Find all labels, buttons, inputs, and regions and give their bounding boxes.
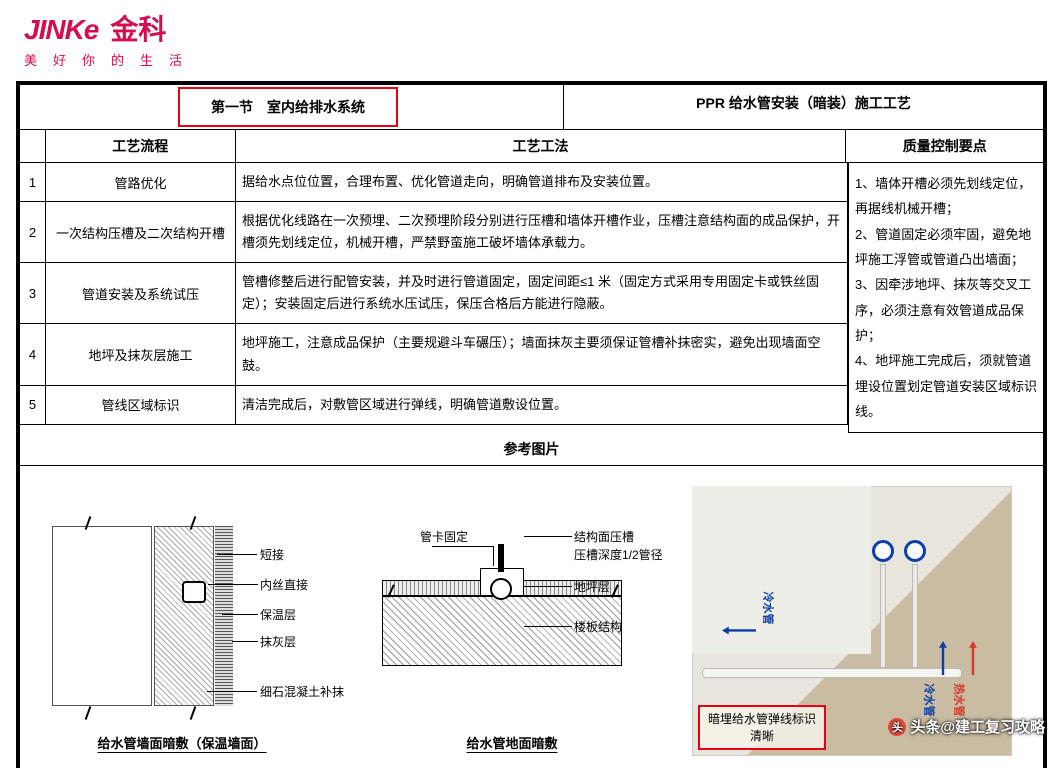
steps-column: 1 管路优化 据给水点位位置，合理布置、优化管道走向，明确管道排布及安装位置。 … (20, 163, 848, 433)
leader-line (524, 536, 572, 537)
arrow-up-icon (969, 641, 977, 675)
table-row: 1 管路优化 据给水点位位置，合理布置、优化管道走向，明确管道排布及安装位置。 (20, 163, 848, 202)
break-line-icon (85, 707, 92, 721)
brand-tagline: 美好你的生活 (24, 50, 1039, 69)
step-name: 地坪及抹灰层施工 (46, 324, 236, 384)
content-frame: 第一节 室内给排水系统 PPR 给水管安装（暗装）施工工艺 工艺流程 工艺工法 … (16, 81, 1047, 768)
d2-label: 管卡固定 (420, 528, 468, 545)
leader-line (208, 584, 258, 585)
table-row: 2 一次结构压槽及二次结构开槽 根据优化线路在一次预埋、二次预埋阶段分别进行压槽… (20, 202, 848, 263)
photo-pipe-shape (702, 668, 962, 678)
d2-label: 地坪层 (574, 578, 610, 595)
table-header-row: 工艺流程 工艺工法 质量控制要点 (20, 130, 1043, 163)
leader-line (217, 554, 257, 555)
logo-row: JINKe 金科 (24, 8, 1039, 48)
reference-title: 参考图片 (20, 433, 1043, 466)
step-num: 4 (20, 324, 46, 384)
title-gap-left (20, 85, 178, 129)
arrow-up-icon (939, 641, 947, 675)
watermark-text: 头条@建工复习攻略 (910, 716, 1045, 737)
title-row: 第一节 室内给排水系统 PPR 给水管安装（暗装）施工工艺 (20, 85, 1043, 130)
step-num: 3 (20, 263, 46, 323)
table-row: 5 管线区域标识 清洁完成后，对敷管区域进行弹线，明确管道敷设位置。 (20, 386, 848, 425)
step-name: 管线区域标识 (46, 386, 236, 424)
table-body: 1 管路优化 据给水点位位置，合理布置、优化管道走向，明确管道排布及安装位置。 … (20, 163, 1043, 433)
step-method: 根据优化线路在一次预埋、二次预埋阶段分别进行压槽和墙体开槽作业，压槽注意结构面的… (236, 202, 848, 262)
leader-line (524, 626, 572, 627)
break-line-icon (190, 707, 197, 721)
header-num (20, 130, 46, 162)
step-num: 1 (20, 163, 46, 201)
topic-title: PPR 给水管安装（暗装）施工工艺 (563, 85, 1043, 129)
d1-label: 抹灰层 (260, 633, 296, 650)
table-row: 3 管道安装及系统试压 管槽修整后进行配管安装，并及时进行管道固定，固定间距≤1… (20, 263, 848, 324)
arrow-left-icon (722, 626, 756, 634)
d1-fitting-shape (182, 581, 206, 603)
watermark: 头 头条@建工复习攻略 (888, 716, 1045, 737)
step-method: 地坪施工，注意成品保护（主要规避斗车碾压）；墙面抹灰主要须保证管槽补抹密实，避免… (236, 324, 848, 384)
floor-mark-cold: 冷水管 (922, 684, 938, 717)
title-gap-mid (398, 85, 563, 129)
step-num: 5 (20, 386, 46, 424)
d1-label: 内丝直接 (260, 576, 308, 593)
step-num: 2 (20, 202, 46, 262)
qc-points: 1、墙体开槽必须先划线定位，再据线机械开槽； 2、管道固定必须牢固，避免地坪施工… (848, 163, 1043, 433)
logo-chinese: 金科 (110, 8, 166, 48)
d1-wall-shape (52, 526, 152, 706)
leader-line (524, 586, 572, 587)
d1-plaster-shape (215, 526, 233, 706)
d1-label: 保温层 (260, 606, 296, 623)
d2-clamp-shape (498, 544, 504, 572)
watermark-icon: 头 (888, 718, 906, 736)
leader-line (232, 641, 258, 642)
diagram-floor-concealed: 管卡固定 结构面压槽 压槽深度1/2管径 地坪层 楼板结构 给水管地面暗敷 (352, 486, 672, 756)
table-row: 4 地坪及抹灰层施工 地坪施工，注意成品保护（主要规避斗车碾压）；墙面抹灰主要须… (20, 324, 848, 385)
photo-riser-shape (880, 564, 886, 668)
photo-caption-box: 暗埋给水管弹线标识 清晰 (698, 705, 826, 751)
d2-label: 结构面压槽 (574, 528, 634, 545)
brand-header: JINKe 金科 美好你的生活 (0, 0, 1063, 73)
leader-line (207, 691, 257, 692)
photo-riser-shape (912, 564, 918, 668)
d1-label: 短接 (260, 546, 284, 563)
header-qc: 质量控制要点 (846, 130, 1043, 162)
leader-line (493, 546, 494, 566)
d1-insulation-shape (154, 526, 214, 706)
header-process: 工艺流程 (46, 130, 236, 162)
diagram-wall-concealed: 短接 内丝直接 保温层 抹灰层 细石混凝土补抹 给水管墙面暗敷（保温墙面） (32, 486, 332, 756)
d2-label: 楼板结构 (574, 618, 622, 635)
d1-label: 细石混凝土补抹 (260, 683, 344, 700)
step-method: 管槽修整后进行配管安装，并及时进行管道固定，固定间距≤1 米（固定方式采用专用固… (236, 263, 848, 323)
floor-mark-cold: 冷水管 (761, 592, 777, 625)
step-name: 管道安装及系统试压 (46, 263, 236, 323)
floor-mark-hot: 热水管 (952, 684, 968, 717)
logo-english: JINKe (24, 14, 98, 46)
photo-wall-region (692, 486, 871, 653)
leader-line (222, 614, 258, 615)
section-title-box: 第一节 室内给排水系统 (178, 87, 398, 127)
step-method: 清洁完成后，对敷管区域进行弹线，明确管道敷设位置。 (236, 386, 848, 424)
step-name: 管路优化 (46, 163, 236, 201)
header-method: 工艺工法 (236, 130, 847, 162)
d2-label: 压槽深度1/2管径 (574, 546, 663, 563)
leader-line (432, 546, 494, 547)
step-method: 据给水点位位置，合理布置、优化管道走向，明确管道排布及安装位置。 (236, 163, 848, 201)
step-name: 一次结构压槽及二次结构开槽 (46, 202, 236, 262)
